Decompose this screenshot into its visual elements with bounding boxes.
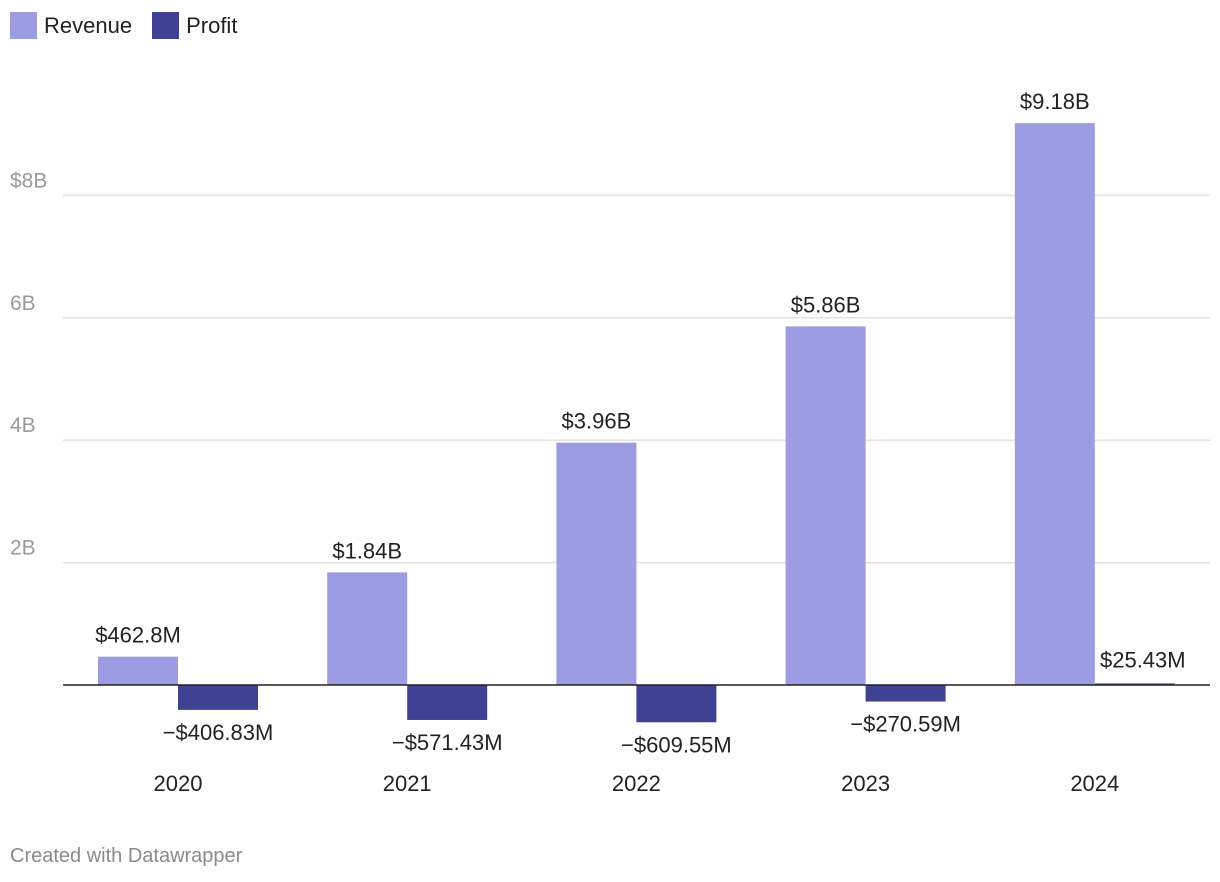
x-category-label: 2022 bbox=[612, 771, 661, 796]
profit-bar bbox=[407, 685, 488, 720]
revenue-bar bbox=[98, 656, 178, 685]
revenue-bar bbox=[327, 572, 408, 685]
x-category-label: 2024 bbox=[1070, 771, 1119, 796]
revenue-value-label: $5.86B bbox=[791, 292, 861, 317]
profit-value-label: −$406.83M bbox=[163, 720, 274, 745]
legend-item: Revenue bbox=[10, 12, 132, 39]
legend: Revenue Profit bbox=[10, 12, 257, 39]
x-category-label: 2023 bbox=[841, 771, 890, 796]
profit-value-label: −$609.55M bbox=[621, 732, 732, 757]
revenue-bar bbox=[785, 326, 866, 685]
profit-value-label: −$270.59M bbox=[850, 712, 961, 737]
x-category-label: 2020 bbox=[154, 771, 203, 796]
profit-bar bbox=[865, 685, 946, 702]
profit-bar bbox=[178, 685, 258, 710]
legend-label: Profit bbox=[186, 12, 238, 38]
revenue-bar bbox=[1014, 123, 1095, 685]
legend-label: Revenue bbox=[44, 12, 133, 38]
revenue-value-label: $3.96B bbox=[562, 409, 632, 434]
y-tick-label: 4B bbox=[10, 414, 36, 437]
revenue-value-label: $462.8M bbox=[95, 623, 181, 648]
x-category-label: 2021 bbox=[383, 771, 432, 796]
y-tick-label: $8B bbox=[10, 169, 47, 192]
legend-item: Profit bbox=[152, 12, 237, 39]
legend-swatch bbox=[152, 12, 180, 39]
profit-value-label: $25.43M bbox=[1100, 647, 1186, 672]
credit-text: Created with Datawrapper bbox=[10, 845, 243, 867]
y-tick-label: 2B bbox=[10, 537, 36, 560]
revenue-value-label: $9.18B bbox=[1020, 89, 1090, 114]
profit-bar bbox=[636, 685, 717, 723]
revenue-value-label: $1.84B bbox=[332, 538, 402, 563]
revenue-bar bbox=[556, 442, 637, 685]
profit-value-label: −$571.43M bbox=[392, 730, 503, 755]
legend-swatch bbox=[10, 12, 37, 39]
y-tick-label: 6B bbox=[10, 292, 36, 315]
